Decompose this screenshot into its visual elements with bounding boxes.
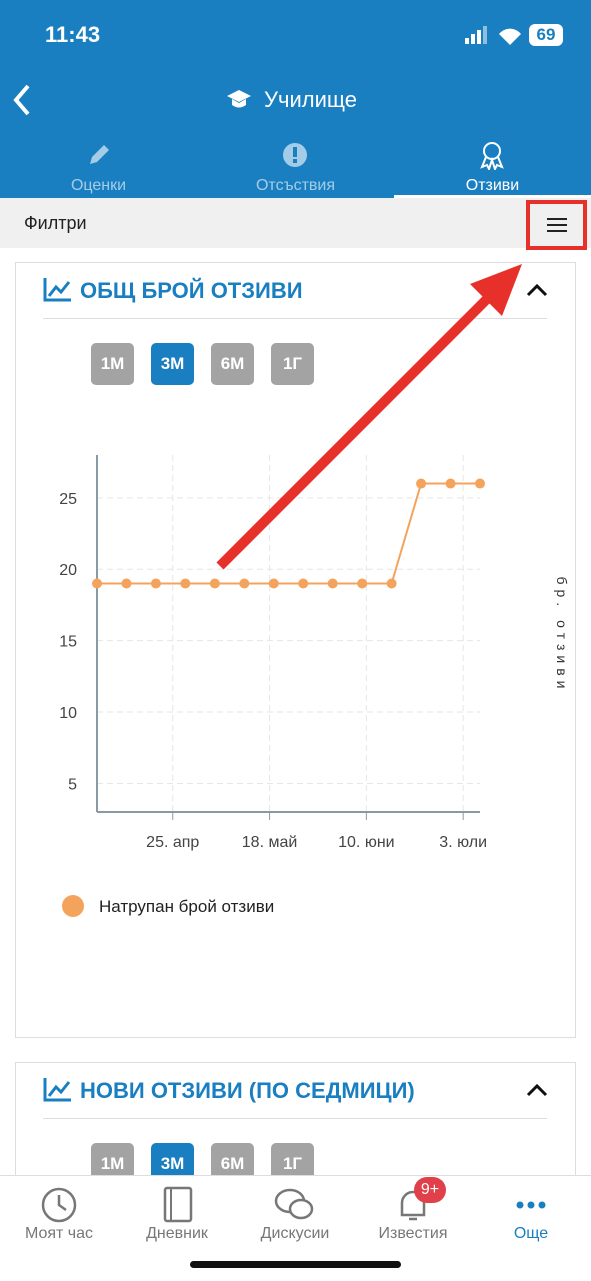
- x-tick-label: 3. юли: [439, 834, 487, 851]
- tab-icon: [480, 142, 504, 170]
- divider: [43, 318, 547, 319]
- school-icon: [227, 90, 251, 108]
- point: [445, 478, 456, 489]
- status-icons: [465, 26, 521, 45]
- chart: 5 10 15 20 25 25. апр 18. май 10. юни 3. юли Натр…: [59, 455, 570, 917]
- nav-item[interactable]: Дискусии: [260, 1225, 330, 1242]
- tab-indicator: [394, 195, 591, 199]
- point: [121, 578, 132, 589]
- point: [386, 578, 397, 589]
- nav-item[interactable]: Още: [513, 1225, 549, 1242]
- point: [239, 578, 250, 589]
- collapse-button[interactable]: [524, 280, 550, 300]
- point: [150, 578, 161, 589]
- x-tick-label: 10. юни: [338, 834, 394, 851]
- point: [209, 578, 220, 589]
- card-title: ОБЩ БРОЙ ОТЗИВИ: [80, 278, 303, 303]
- header-title: Училище: [264, 87, 357, 112]
- point: [357, 578, 368, 589]
- y-tick-label: 5: [68, 776, 77, 793]
- back-button[interactable]: [8, 82, 38, 118]
- badge: 9+: [414, 1177, 446, 1203]
- tab[interactable]: Отзиви: [465, 177, 520, 194]
- point: [416, 478, 427, 489]
- nav-item[interactable]: Дневник: [146, 1225, 208, 1242]
- tab[interactable]: Оценки: [70, 177, 127, 194]
- tab-icon: [283, 143, 307, 167]
- legend-marker: [62, 895, 84, 917]
- point: [327, 578, 338, 589]
- filter-bar: [0, 198, 591, 248]
- nav-icons: [41, 1186, 546, 1223]
- y-tick-label: 25: [59, 491, 77, 508]
- collapse-button[interactable]: [524, 1080, 550, 1100]
- filter-label: Филтри: [24, 213, 87, 233]
- point: [268, 578, 279, 589]
- x-tick-label: 18. май: [242, 834, 298, 851]
- nav-item[interactable]: Моят час: [24, 1225, 94, 1242]
- battery: 69: [529, 24, 563, 46]
- point: [475, 478, 485, 489]
- menu-button[interactable]: [526, 200, 587, 250]
- divider: [43, 1118, 547, 1119]
- chart-icon: [43, 1078, 71, 1102]
- y-tick-label: 15: [59, 634, 77, 651]
- point: [298, 578, 309, 589]
- y-axis-label: бр. отзиви: [554, 577, 570, 694]
- tab[interactable]: Отсъствия: [255, 177, 336, 194]
- nav-item[interactable]: Известия: [378, 1225, 448, 1242]
- range-button[interactable]: 6М: [211, 343, 254, 385]
- y-tick-label: 10: [59, 705, 77, 722]
- status-time: 11:43: [45, 22, 101, 47]
- point: [180, 578, 191, 589]
- tab-icon: [90, 145, 109, 164]
- point: [92, 578, 102, 589]
- line: [97, 482, 480, 585]
- x-tick-label: 25. апр: [146, 834, 199, 851]
- range-button[interactable]: 1М: [91, 343, 134, 385]
- home-indicator: [190, 1261, 401, 1268]
- legend-label: Натрупан брой отзиви: [99, 897, 274, 916]
- chart-icon: [43, 278, 71, 302]
- range-button[interactable]: 1Г: [271, 343, 314, 385]
- y-tick-label: 20: [59, 562, 77, 579]
- card-title: НОВИ ОТЗИВИ (ПО СЕДМИЦИ): [80, 1078, 415, 1103]
- range-button[interactable]: 3М: [151, 343, 194, 385]
